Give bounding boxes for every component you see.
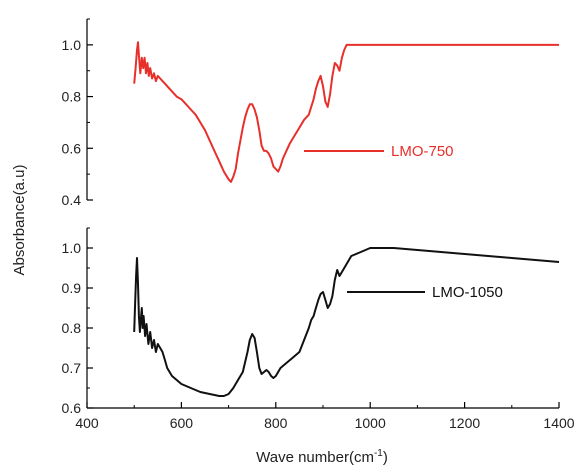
y-tick-label: 1.0 (62, 37, 82, 53)
y-tick-label: 0.7 (62, 360, 82, 376)
legend-label: LMO-750 (391, 143, 454, 160)
x-tick-label: 1400 (543, 415, 574, 431)
bottom-panel: 0.6 0.7 0.8 0.9 1.0 400 600 800 1000 1200 1400 LMO-… (62, 227, 575, 431)
top-panel: 0.4 0.6 0.8 1.0 LMO-750 (62, 18, 559, 208)
y-tick-label: 0.8 (62, 320, 82, 336)
y-tick-label: 0.8 (62, 89, 82, 105)
x-tick-label: 1200 (449, 415, 480, 431)
x-tick-label: 400 (75, 415, 99, 431)
y-axis-title: Absorbance(a.u) (11, 165, 28, 276)
y-tick-label: 0.4 (62, 192, 82, 208)
axis-titles: Absorbance(a.u) Wave number(cm-1) (11, 165, 388, 466)
series-line (133, 247, 560, 397)
x-tick-label: 800 (264, 415, 288, 431)
y-tick-label: 0.9 (62, 280, 82, 296)
x-axis-title: Wave number(cm-1) (256, 448, 388, 466)
legend-label: LMO-1050 (432, 284, 503, 301)
y-tick-label: 0.6 (62, 400, 82, 416)
x-tick-label: 600 (170, 415, 194, 431)
series-line (133, 41, 559, 183)
y-tick-label: 0.6 (62, 140, 82, 156)
x-tick-label: 1000 (355, 415, 386, 431)
y-tick-label: 1.0 (62, 240, 82, 256)
